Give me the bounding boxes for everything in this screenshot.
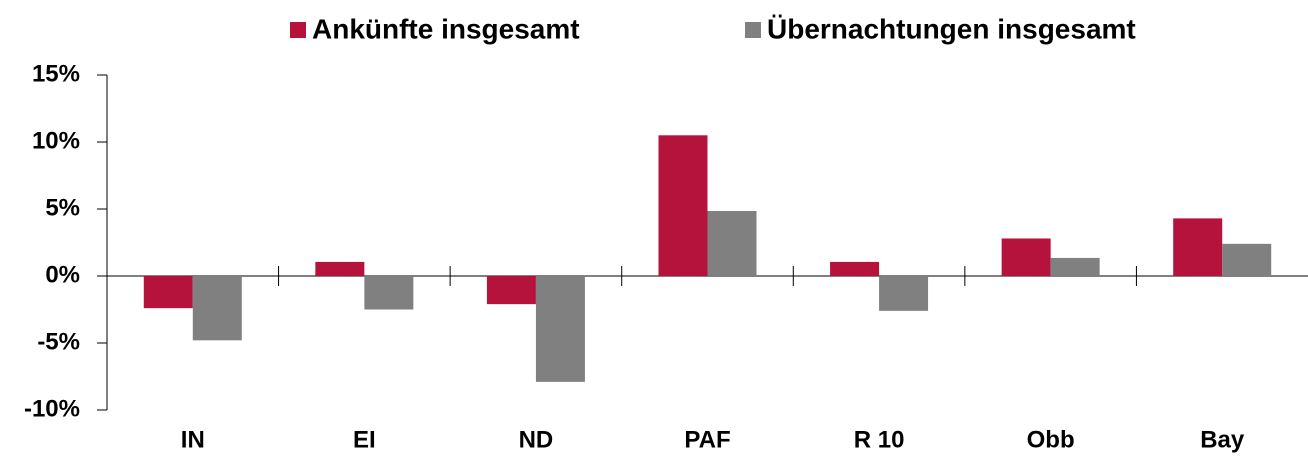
bar [1173, 218, 1223, 276]
x-tick-label: R 10 [854, 426, 905, 453]
y-tick-label: -10% [24, 395, 80, 422]
bar [1001, 238, 1051, 276]
legend-swatch [290, 22, 306, 38]
legend-swatch [745, 22, 761, 38]
bar [315, 261, 365, 276]
y-tick-label: -5% [37, 328, 80, 355]
legend-label: Ankünfte insgesamt [312, 13, 580, 44]
bar [707, 211, 757, 276]
bar [1050, 257, 1100, 276]
bar [192, 276, 242, 341]
y-tick-label: 10% [32, 127, 80, 154]
legend-label: Übernachtungen insgesamt [767, 13, 1136, 44]
bar [1222, 243, 1272, 276]
bar [830, 261, 880, 276]
x-tick-label: IN [181, 426, 205, 453]
x-tick-label: ND [519, 426, 554, 453]
y-tick-label: 15% [32, 60, 80, 87]
x-tick-label: EI [353, 426, 376, 453]
bar [364, 276, 414, 310]
x-tick-label: Obb [1027, 426, 1075, 453]
bar [658, 135, 708, 276]
bar [143, 276, 193, 309]
y-tick-label: 5% [45, 194, 80, 221]
x-tick-label: PAF [684, 426, 730, 453]
bar [535, 276, 585, 382]
bar [486, 276, 536, 305]
y-tick-label: 0% [45, 261, 80, 288]
bar [879, 276, 929, 311]
x-tick-label: Bay [1200, 426, 1245, 453]
